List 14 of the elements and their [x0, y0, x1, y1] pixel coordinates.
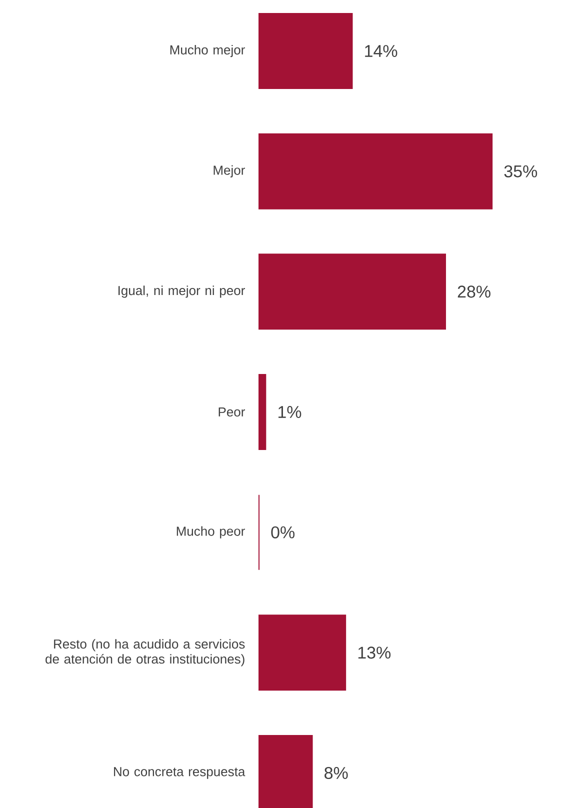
data-label: 28%: [458, 286, 490, 298]
y-tick-label: Mucho mejor: [170, 44, 245, 58]
data-label: 13%: [358, 646, 391, 659]
data-label: 0%: [271, 526, 294, 538]
y-tick-label: Igual, ni mejor ni peor: [118, 286, 245, 298]
data-label: 35%: [504, 165, 538, 178]
y-tick-label: Mejor: [214, 165, 245, 178]
y-tick-label: Resto (no ha acudido a servicios de atención de otras instituciones): [46, 639, 245, 666]
y-tick-label: Peor: [218, 407, 245, 417]
data-label: 1%: [278, 406, 302, 418]
y-tick-label: No concreta respuesta: [114, 767, 246, 779]
data-label: 14%: [365, 45, 398, 57]
y-tick-label: Mucho peor: [176, 526, 245, 538]
data-label: 8%: [324, 766, 348, 780]
